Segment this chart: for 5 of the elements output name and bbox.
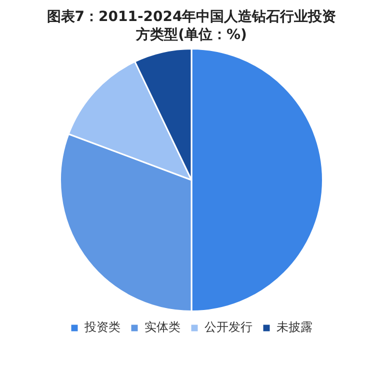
legend-label: 实体类 (144, 320, 180, 334)
legend-label: 公开发行 (204, 320, 252, 334)
legend-label: 未披露 (276, 320, 312, 334)
chart-title: 图表7：2011-2024年中国人造钻石行业投资方类型(单位：%) (46, 8, 338, 44)
legend-label: 投资类 (84, 320, 120, 334)
